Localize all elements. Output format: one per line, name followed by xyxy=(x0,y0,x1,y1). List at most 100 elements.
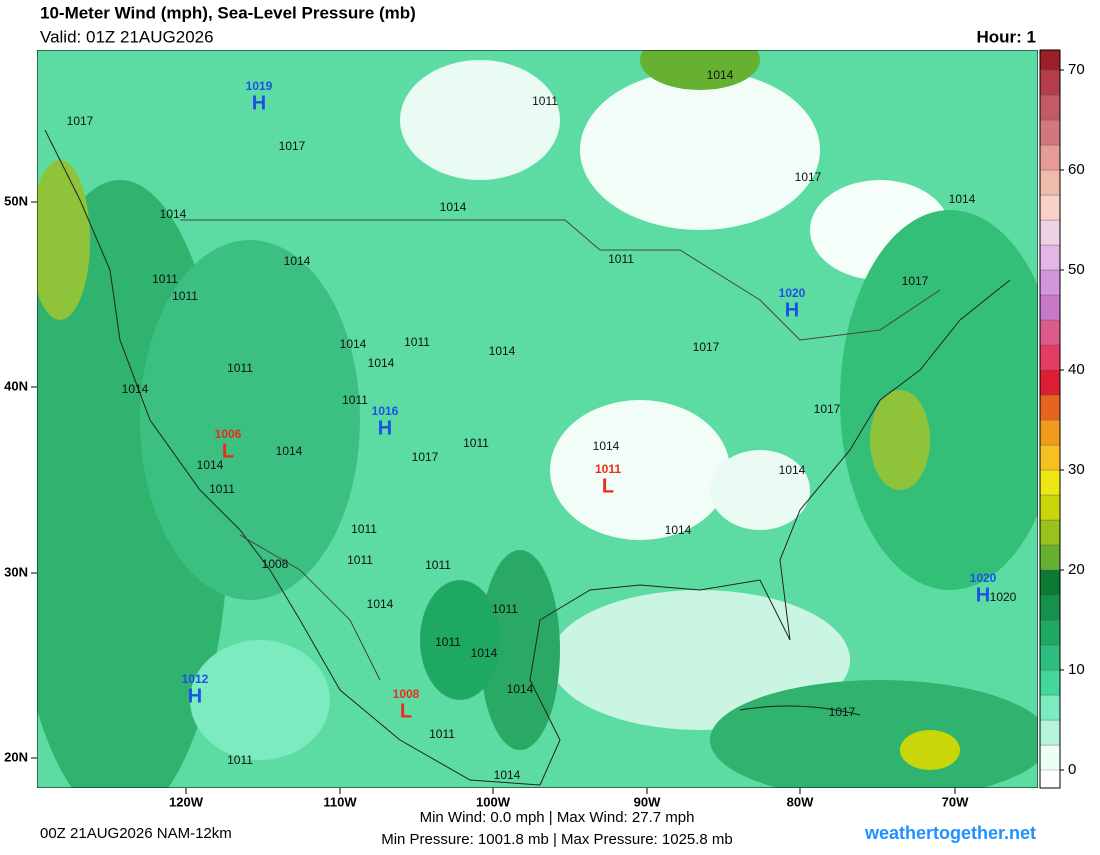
isobar-label: 1014 xyxy=(494,768,521,782)
lat-label: 40N xyxy=(4,378,28,393)
colorbar-band xyxy=(1039,94,1061,121)
colorbar-band xyxy=(1039,544,1061,571)
center-letter: H xyxy=(976,584,990,606)
isobar-label: 1017 xyxy=(814,402,841,416)
isobar-label: 1017 xyxy=(67,114,94,128)
isobar-label: 1014 xyxy=(665,523,692,537)
isobar-label: 1014 xyxy=(284,254,311,268)
pressure-stats: Min Pressure: 1001.8 mb | Max Pressure: … xyxy=(381,831,733,848)
forecast-hour: Hour: 1 xyxy=(977,27,1037,46)
center-letter: L xyxy=(222,440,234,462)
colorbar-tick-label: 50 xyxy=(1068,261,1085,278)
lon-label: 120W xyxy=(169,794,204,809)
model-run: 00Z 21AUG2026 NAM-12km xyxy=(40,825,232,842)
isobar-label: 1011 xyxy=(342,393,368,407)
site-credit: weathertogether.net xyxy=(864,823,1036,843)
isobar-label: 1014 xyxy=(949,192,976,206)
isobar-label: 1011 xyxy=(463,436,489,450)
center-pressure: 1019 xyxy=(246,79,273,93)
isobar-label: 1011 xyxy=(429,727,455,741)
isobar-label: 1014 xyxy=(122,382,149,396)
map-field xyxy=(37,50,1038,788)
center-letter: H xyxy=(252,92,266,114)
center-pressure: 1012 xyxy=(182,672,209,686)
colorbar-tick-label: 10 xyxy=(1068,661,1085,678)
isobar-label: 1008 xyxy=(262,557,289,571)
isobar-label: 1014 xyxy=(368,356,395,370)
isobar-label: 1011 xyxy=(209,482,235,496)
center-pressure: 1016 xyxy=(372,404,399,418)
colorbar-band xyxy=(1039,419,1061,446)
center-pressure: 1020 xyxy=(779,286,806,300)
isobar-label: 1017 xyxy=(795,170,822,184)
lat-label: 20N xyxy=(4,749,28,764)
center-pressure: 1011 xyxy=(595,462,621,476)
lon-label: 110W xyxy=(323,794,357,809)
isobar-label: 1011 xyxy=(425,558,451,572)
isobar-label: 1011 xyxy=(172,289,198,303)
isobar-label: 1020 xyxy=(990,590,1017,604)
isobar-label: 1014 xyxy=(489,344,516,358)
isobar-label: 1014 xyxy=(197,458,224,472)
lat-label: 30N xyxy=(4,564,28,579)
colorbar-tick-label: 70 xyxy=(1068,61,1085,78)
colorbar-band xyxy=(1039,319,1061,346)
isobar-label: 1011 xyxy=(347,553,373,567)
colorbar-frame xyxy=(1039,49,1061,789)
center-pressure: 1006 xyxy=(215,427,242,441)
colorbar-band xyxy=(1039,144,1061,171)
wind-stats: Min Wind: 0.0 mph | Max Wind: 27.7 mph xyxy=(420,809,695,826)
colorbar-band xyxy=(1039,494,1061,521)
center-pressure: 1020 xyxy=(970,571,997,585)
center-letter: H xyxy=(378,417,392,439)
colorbar-tick-label: 20 xyxy=(1068,561,1085,578)
colorbar-band xyxy=(1039,294,1061,321)
isobar-label: 1011 xyxy=(404,335,430,349)
colorbar-band xyxy=(1039,394,1061,421)
colorbar-band xyxy=(1039,219,1061,246)
colorbar-tick-label: 0 xyxy=(1068,761,1076,778)
colorbar-band xyxy=(1039,49,1061,71)
isobar-label: 1014 xyxy=(593,439,620,453)
isobar-label: 1014 xyxy=(276,444,303,458)
lon-label: 90W xyxy=(634,794,661,809)
center-pressure: 1008 xyxy=(393,687,420,701)
isobar-label: 1017 xyxy=(412,450,439,464)
colorbar-tick-label: 30 xyxy=(1068,461,1085,478)
colorbar-band xyxy=(1039,194,1061,221)
isobar-label: 1011 xyxy=(532,94,558,108)
lon-label: 70W xyxy=(942,794,969,809)
isobar-label: 1014 xyxy=(440,200,467,214)
colorbar-band xyxy=(1039,469,1061,496)
isobar-label: 1014 xyxy=(367,597,394,611)
title: 10-Meter Wind (mph), Sea-Level Pressure … xyxy=(40,3,416,22)
isobar-label: 1017 xyxy=(902,274,929,288)
isobar-label: 1017 xyxy=(279,139,306,153)
colorbar-tick-label: 40 xyxy=(1068,361,1085,378)
lon-label: 100W xyxy=(476,794,511,809)
isobar-label: 1011 xyxy=(351,522,377,536)
colorbar-band xyxy=(1039,594,1061,621)
center-letter: H xyxy=(785,299,799,321)
colorbar-band xyxy=(1039,644,1061,671)
colorbar-band xyxy=(1039,119,1061,146)
lon-label: 80W xyxy=(787,794,814,809)
colorbar: 0 10 20 30 40 50 60 70 xyxy=(1039,49,1085,789)
isobar-label: 1011 xyxy=(152,272,178,286)
colorbar-band xyxy=(1039,719,1061,746)
colorbar-band xyxy=(1039,619,1061,646)
isobar-label: 1014 xyxy=(779,463,806,477)
isobar-label: 1011 xyxy=(227,361,253,375)
lat-label: 50N xyxy=(4,193,28,208)
isobar-label: 1011 xyxy=(608,252,634,266)
colorbar-band xyxy=(1039,744,1061,771)
center-letter: H xyxy=(188,685,202,707)
colorbar-band xyxy=(1039,444,1061,471)
colorbar-band xyxy=(1039,694,1061,721)
colorbar-band xyxy=(1039,569,1061,596)
colorbar-band xyxy=(1040,770,1060,788)
isobar-label: 1011 xyxy=(227,753,253,767)
colorbar-band xyxy=(1039,344,1061,371)
colorbar-band xyxy=(1039,369,1061,396)
